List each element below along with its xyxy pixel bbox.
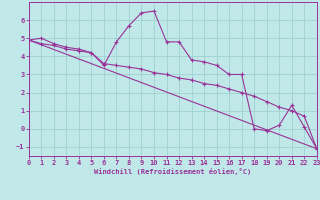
X-axis label: Windchill (Refroidissement éolien,°C): Windchill (Refroidissement éolien,°C)	[94, 168, 252, 175]
